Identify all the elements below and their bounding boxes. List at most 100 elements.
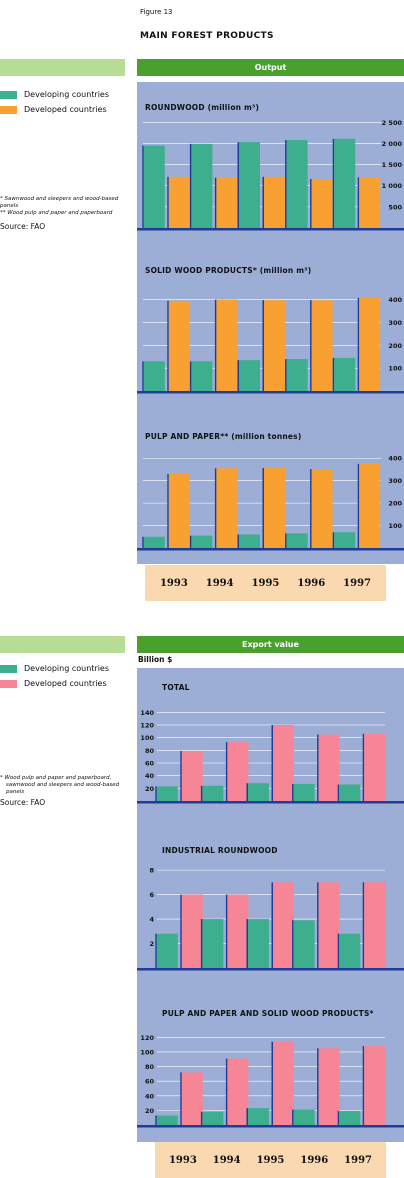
output-years-axis: 1993 1994 1995 1996 1997 [145,565,386,601]
bar-developing [156,786,178,801]
bar-edge [246,1108,248,1125]
y-tick-label: 300 [388,319,402,327]
bar-edge [271,725,273,801]
legend-swatch-developed [0,679,17,688]
bar-edge [285,533,287,548]
bar-developing [239,534,260,548]
chart-total: 20 40 60 80 100 120 140 [137,709,404,804]
bar-edge [271,1041,273,1125]
chart-solid-wood-products: 100 200 300 400 [137,296,404,394]
bar-edge [214,299,217,391]
bar-edge [155,786,157,801]
year-label: 1994 [205,577,234,589]
y-tick-label: 200 [388,500,402,508]
y-tick-label: 1 000 [382,182,403,190]
bar-edge [237,360,239,391]
bar-edge [317,1048,319,1125]
x-axis-baseline [137,1125,404,1128]
bar-edge [214,468,217,548]
bar-developed [364,882,386,968]
bar-edge [310,178,312,228]
bar-edge [237,534,239,548]
x-axis-baseline [137,548,404,551]
y-tick-label: 80 [145,1063,155,1071]
bar-developing [334,357,356,391]
year-label: 1995 [256,1154,285,1166]
y-tick-label: 120 [140,1034,154,1042]
bar-edge [225,1058,228,1125]
export-note-2: sawnwood and sleepers and wood-based pan… [6,782,120,795]
legend-item-developing: Developing countries [0,88,130,101]
export-note-1: * Wood pulp and paper and paperboard, [0,775,112,781]
year-label: 1993 [168,1154,197,1166]
y-tick-label: 1 500 [382,161,403,169]
bar-edge [155,1115,157,1125]
bar-developed [168,300,190,391]
bar-edge [167,473,169,548]
year-label: 1994 [212,1154,241,1166]
bar-developed [227,894,249,968]
chart-title-industrial-roundwood: INDUSTRIAL ROUNDWOOD [162,846,278,855]
bar-developed [168,176,190,228]
bar-developing [293,1109,315,1125]
export-source: Source: FAO [0,798,46,807]
legend-item-developed: Developed countries [0,677,130,690]
y-tick-label: 2 000 [382,140,403,148]
bar-edge [225,742,228,801]
bar-developed [216,177,238,228]
y-tick-label: 100 [140,1048,154,1056]
bar-edge [357,463,360,548]
bar-edge [180,894,182,968]
output-note-2: ** Wood pulp and paper and paperboard [0,210,113,216]
bar-edge [362,882,365,968]
bar-developed [264,300,285,391]
x-axis-baseline [137,801,404,804]
bar-edge [225,894,228,968]
year-label: 1996 [300,1154,329,1166]
y-tick-label: 400 [388,455,402,463]
bar-edge [292,1109,294,1125]
x-axis-baseline [137,391,404,394]
bar-edge [214,177,217,228]
legend-label-developed: Developed countries [24,679,107,688]
bar-edge [292,920,294,968]
legend-item-developed: Developed countries [0,103,130,116]
bar-developing [202,785,224,801]
bar-edge [332,138,335,228]
bar-developing [191,143,213,228]
bar-developing [248,919,269,968]
bar-developed [227,742,249,801]
bar-developed [181,750,203,801]
y-tick-label: 6 [149,891,154,899]
chart-title-roundwood: ROUNDWOOD (million m³) [145,103,260,112]
bar-developing [156,1115,178,1125]
bar-developed [318,1048,340,1125]
x-axis-baseline [137,968,404,971]
bar-edge [337,1111,340,1125]
bar-edge [332,532,335,548]
y-tick-label: 8 [149,867,154,875]
y-tick-label: 120 [140,722,154,730]
legend-swatch-developing [0,90,17,99]
bar-developing [339,1111,361,1125]
export-legend: Developing countries Developed countries [0,662,130,690]
figure-label: Figure 13 [140,8,173,16]
bar-developed [216,468,238,548]
bar-developing [156,933,178,968]
bar-edge [200,919,203,968]
legend-item-developing: Developing countries [0,662,130,675]
bar-developed [364,733,386,801]
bar-edge [180,750,182,801]
chart-industrial-roundwood: 2 4 6 8 [137,867,404,971]
bar-edge [262,468,264,548]
output-note-1: * Sawnwood and sleepers and wood-based p… [0,196,119,209]
export-header: Export value [137,636,404,653]
bar-edge [189,535,192,548]
y-tick-label: 60 [145,760,155,768]
year-label: 1997 [343,577,371,589]
bar-developed [181,894,203,968]
legend-label-developing: Developing countries [24,90,110,99]
bar-developed [227,1058,249,1125]
bar-developed [264,468,285,548]
bar-edge [357,297,360,391]
